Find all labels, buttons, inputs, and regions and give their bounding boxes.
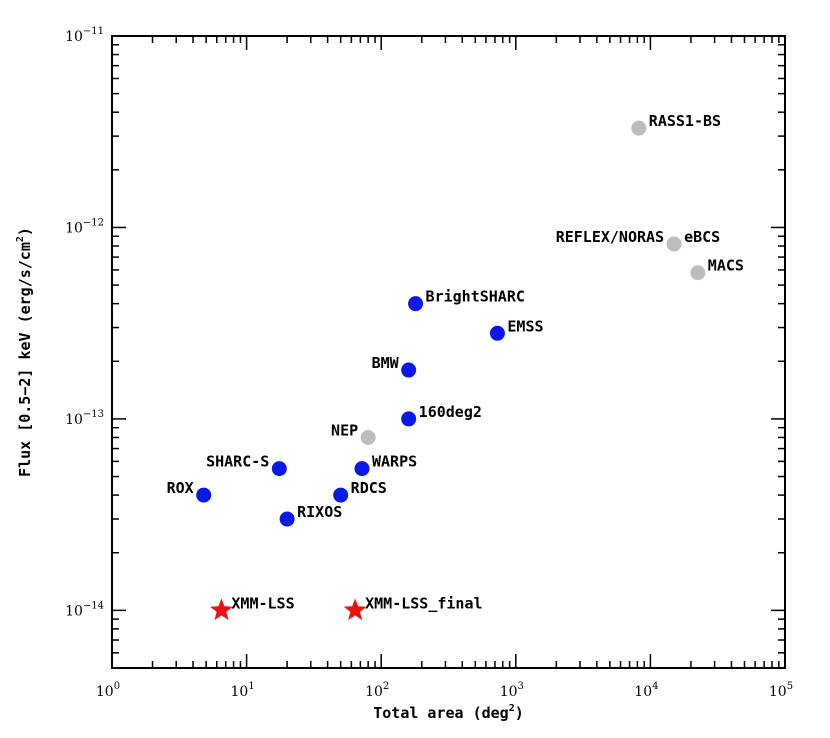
- circle-marker: [490, 326, 505, 341]
- point-label: WARPS: [372, 453, 417, 471]
- x-axis-title-tail: ): [515, 704, 524, 722]
- circle-marker: [631, 121, 646, 136]
- circle-marker: [408, 296, 423, 311]
- x-axis-title-main: Total area (deg: [373, 704, 508, 722]
- star-marker: [344, 598, 367, 620]
- circle-marker: [401, 411, 416, 426]
- point-label: XMM-LSS_final: [365, 594, 482, 612]
- circle-marker: [333, 488, 348, 503]
- point-label: EMSS: [507, 317, 543, 335]
- circle-marker: [667, 236, 682, 251]
- circle-marker: [401, 363, 416, 378]
- star-marker: [210, 598, 233, 620]
- point-label: NEP: [331, 421, 358, 439]
- circle-marker: [196, 488, 211, 503]
- x-axis-title: Total area (deg2): [373, 703, 524, 722]
- circle-marker: [280, 512, 295, 527]
- point-label: MACS: [708, 257, 744, 275]
- x-tick-label: 100: [96, 681, 120, 700]
- point-label: BrightSHARC: [426, 288, 525, 306]
- point-label: XMM-LSS: [231, 594, 294, 612]
- circle-marker: [690, 265, 705, 280]
- point-label: ROX: [167, 479, 194, 497]
- x-tick-label: 104: [634, 681, 658, 700]
- x-tick-label: 105: [769, 681, 793, 700]
- x-tick-label: 101: [230, 681, 254, 700]
- circle-marker: [272, 461, 287, 476]
- y-axis-title-main: Flux [0.5−2] keV (erg/s/cm: [16, 242, 34, 477]
- points-layer: RASS1-BS eBCS REFLEX/NORAS MACS NEP BrightSHA…: [167, 112, 744, 620]
- point-label: RDCS: [351, 479, 387, 497]
- x-tick-label: 103: [500, 681, 524, 700]
- y-tick-label: 10−14: [65, 600, 104, 619]
- circle-marker: [361, 430, 376, 445]
- y-axis-title: Flux [0.5−2] keV (erg/s/cm2): [15, 227, 34, 477]
- point-label: REFLEX/NORAS: [556, 228, 664, 246]
- y-tick-label: 10−13: [65, 409, 104, 428]
- y-tick-label: 10−12: [65, 217, 104, 236]
- point-label: RASS1-BS: [649, 112, 721, 130]
- point-label: BMW: [372, 354, 400, 372]
- point-label: RIXOS: [297, 503, 342, 521]
- y-tick-label: 10−11: [65, 26, 104, 45]
- x-tick-label: 102: [365, 681, 389, 700]
- y-axis-title-tail: ): [16, 227, 34, 236]
- point-label: 160deg2: [419, 403, 482, 421]
- point-label: eBCS: [684, 228, 720, 246]
- plot-frame: [112, 36, 785, 668]
- circle-marker: [354, 461, 369, 476]
- point-label: SHARC-S: [206, 453, 269, 471]
